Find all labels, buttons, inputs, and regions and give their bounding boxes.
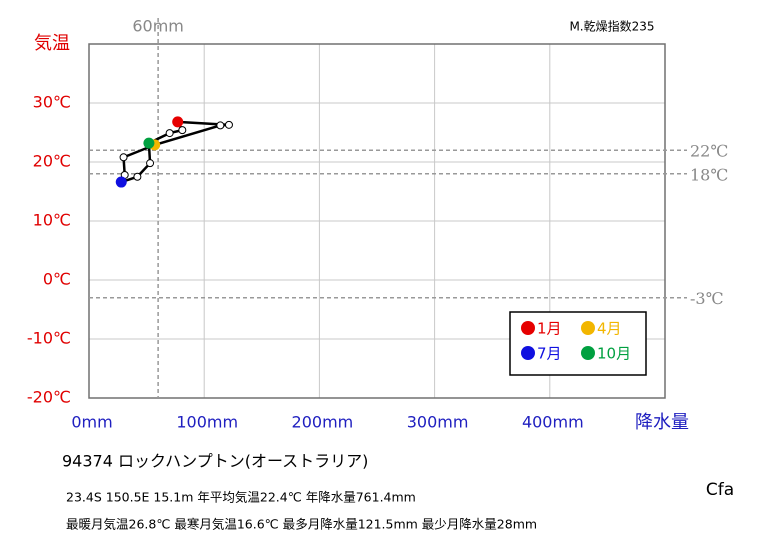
data-point [178,126,187,135]
index-label: M.乾燥指数235 [569,19,654,34]
data-point [119,153,128,162]
data-point [133,172,142,181]
x-tick-label: 0mm [71,413,112,432]
y-tick-label: 30℃ [33,93,71,112]
reference-label: 18℃ [690,165,728,184]
y-tick-label: 0℃ [43,270,71,289]
legend-swatch [521,321,535,335]
data-point [115,176,127,188]
annotation: 最暖月気温26.8℃ 最寒月気温16.6℃ 最多月降水量121.5mm 最少月降… [66,517,537,532]
data-point [172,116,184,128]
x-tick-label: 400mm [522,413,584,432]
legend-label: 4月 [597,320,622,338]
x-tick-label: 100mm [176,413,238,432]
legend-swatch [521,346,535,360]
legend-swatch [581,321,595,335]
reference-label: 22℃ [690,142,728,161]
x-axis-label: 降水量 [635,412,689,433]
x-tick-label: 200mm [292,413,354,432]
y-axis-label: 気温 [34,33,70,54]
legend-swatch [581,346,595,360]
climate-class: Cfa [706,480,734,500]
y-tick-label: 10℃ [33,211,71,230]
reference-label: 60mm [132,17,184,36]
y-tick-label: 20℃ [33,152,71,171]
reference-label: -3℃ [690,289,723,308]
y-tick-label: -20℃ [27,388,71,407]
station: 94374 ロックハンプトン(オーストラリア) [62,452,368,471]
plot-frame [88,43,666,399]
legend-box [509,311,647,376]
data-point [146,159,155,168]
y-tick-label: -10℃ [27,329,71,348]
data-point [224,120,233,129]
data-point [216,121,225,130]
data-point [143,137,155,149]
legend-label: 1月 [537,320,562,338]
data-point [165,129,174,138]
legend-label: 10月 [597,345,631,363]
annotation: 23.4S 150.5E 15.1m 年平均気温22.4℃ 年降水量761.4m… [66,490,416,505]
x-tick-label: 300mm [407,413,469,432]
legend-label: 7月 [537,345,562,363]
